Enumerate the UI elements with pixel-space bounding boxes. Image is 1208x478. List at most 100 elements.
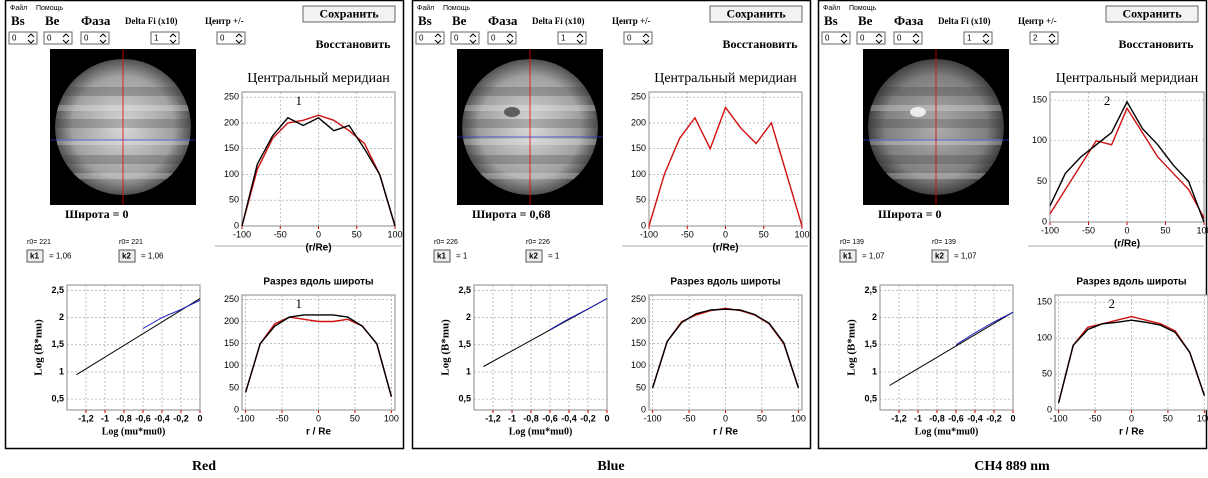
series-line <box>142 299 201 329</box>
y-tick-label: 150 <box>224 338 239 348</box>
x-tick-label: 100 <box>1196 225 1208 235</box>
y-tick-label: 0,5 <box>51 394 64 404</box>
chart-title: Разрез вдоль широты <box>263 277 373 288</box>
x-tick-label: -50 <box>274 229 287 239</box>
annotation: 2 <box>1104 93 1111 108</box>
field-label: Delta Fi (x10) <box>125 16 177 26</box>
y-tick-label: 50 <box>636 382 646 392</box>
button[interactable] <box>1105 5 1199 23</box>
button-label[interactable]: Сохранить <box>1122 6 1182 20</box>
x-tick-label: 50 <box>352 229 362 239</box>
x-tick-label: -0,8 <box>929 413 945 423</box>
y-axis-label: Log (B*mu) <box>846 319 858 376</box>
series-line <box>648 106 803 227</box>
x-tick-label: -1,2 <box>485 413 501 423</box>
x-tick-label: -0,4 <box>154 413 170 423</box>
y-tick-label: 0 <box>1042 216 1047 226</box>
spot <box>910 107 926 117</box>
x-tick-label: 50 <box>757 413 767 423</box>
spin-arrows <box>99 33 107 44</box>
field-label: Центр +/- <box>205 16 244 26</box>
x-tick-label: 100 <box>791 413 806 423</box>
series-line <box>1049 106 1205 219</box>
app-window: Файл Помощь Bs 0 Be 0 Фаза 0 Delta Fi (x10) 1 Цент… <box>817 0 1208 450</box>
k-box[interactable] <box>839 249 857 263</box>
k-value: = 1,06 <box>49 252 72 261</box>
x-tick-label: 100 <box>384 413 399 423</box>
button[interactable] <box>709 5 803 23</box>
spin-value: 1 <box>561 34 566 43</box>
menu-item[interactable]: Файл <box>417 4 434 12</box>
spin-arrows <box>62 33 70 44</box>
spin-value: 0 <box>627 34 632 43</box>
x-tick-label: 100 <box>1197 413 1208 423</box>
k-name: k1 <box>437 252 446 261</box>
x-tick-label: 100 <box>387 229 402 239</box>
button-label[interactable]: Восстановить <box>1119 37 1195 51</box>
annotation: 1 <box>296 296 303 311</box>
field-label: Центр +/- <box>612 16 651 26</box>
x-tick-label: -0,8 <box>523 413 539 423</box>
k-box[interactable] <box>525 249 543 263</box>
field-label: Bs <box>418 13 432 28</box>
x-tick-label: -50 <box>1082 225 1095 235</box>
y-tick-label: 100 <box>224 360 239 370</box>
menu-item[interactable]: Файл <box>10 4 27 12</box>
spin-arrows <box>506 33 514 44</box>
series-line <box>549 298 608 331</box>
button[interactable] <box>302 5 396 23</box>
spin-arrows <box>235 33 243 44</box>
k-box[interactable] <box>118 249 136 263</box>
x-tick-label: -0,6 <box>948 413 964 423</box>
x-tick-label: 50 <box>759 229 769 239</box>
menu-item[interactable]: Файл <box>823 4 840 12</box>
y-tick-label: 2,5 <box>864 285 877 295</box>
field-label: Фаза <box>488 13 518 28</box>
spin-value: 0 <box>47 34 52 43</box>
x-tick-label: -0,6 <box>542 413 558 423</box>
spin-value: 0 <box>220 34 225 43</box>
y-tick-label: 150 <box>224 143 239 153</box>
y-tick-label: 1,5 <box>458 339 471 349</box>
y-tick-label: 250 <box>631 294 646 304</box>
series-line <box>76 298 201 376</box>
x-tick-label: -100 <box>640 229 658 239</box>
x-tick-label: 100 <box>794 229 809 239</box>
plot-area <box>473 284 608 411</box>
k-box[interactable] <box>26 249 44 263</box>
x-tick-label: -100 <box>644 413 662 423</box>
chart-title: Центральный меридиан <box>654 71 797 86</box>
spin-arrows <box>875 33 883 44</box>
menu-item[interactable]: Помощь <box>443 5 470 12</box>
button-label[interactable]: Сохранить <box>726 6 786 20</box>
spin-value: 0 <box>897 34 902 43</box>
menu-item[interactable]: Помощь <box>36 5 63 12</box>
button-label[interactable]: Восстановить <box>723 37 799 51</box>
y-tick-label: 0 <box>641 220 646 230</box>
x-tick-label: 0 <box>1129 413 1134 423</box>
caption: Blue <box>597 459 624 474</box>
y-tick-label: 0,5 <box>458 394 471 404</box>
k-name: k2 <box>122 252 131 261</box>
x-tick-label: -50 <box>683 413 696 423</box>
r0-label: r0= 221 <box>27 239 51 246</box>
k-box[interactable] <box>433 249 451 263</box>
menu-item[interactable]: Помощь <box>849 5 876 12</box>
k-box[interactable] <box>931 249 949 263</box>
caption: CH4 889 nm <box>974 459 1050 474</box>
spin-value: 1 <box>154 34 159 43</box>
latitude-label: Широта = 0 <box>878 207 942 221</box>
button-label[interactable]: Сохранить <box>319 6 379 20</box>
field-label: Be <box>858 13 873 28</box>
k-name: k2 <box>529 252 538 261</box>
button-label[interactable]: Восстановить <box>316 37 392 51</box>
x-tick-label: 0 <box>197 413 202 423</box>
spin-value: 0 <box>491 34 496 43</box>
x-tick-label: -0,2 <box>986 413 1002 423</box>
k-value: = 1,07 <box>862 252 885 261</box>
x-axis-label: (r/Re) <box>712 243 738 254</box>
y-tick-label: 150 <box>1037 297 1052 307</box>
series-line <box>889 311 1014 386</box>
y-tick-label: 100 <box>631 169 646 179</box>
x-axis-label: (r/Re) <box>1114 239 1140 250</box>
